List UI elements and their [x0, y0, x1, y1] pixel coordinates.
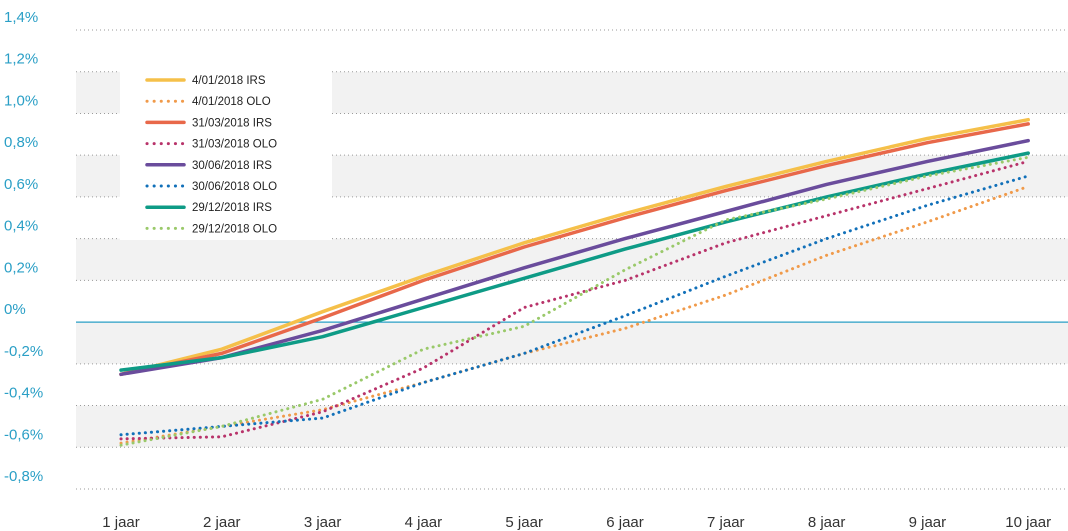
- x-tick-label: 2 jaar: [203, 514, 241, 531]
- legend-label: 4/01/2018 OLO: [192, 96, 271, 108]
- legend-label: 31/03/2018 IRS: [192, 117, 272, 129]
- legend-label: 29/12/2018 OLO: [192, 223, 277, 235]
- y-tick-label: 0,6%: [4, 176, 38, 193]
- gridlines: [76, 29, 1068, 490]
- x-tick-label: 10 jaar: [1005, 514, 1051, 531]
- series-line: [119, 122, 1030, 377]
- legend-label: 29/12/2018 IRS: [192, 202, 272, 214]
- y-tick-label: 0,4%: [4, 218, 38, 235]
- y-tick-label: -0,2%: [4, 343, 43, 360]
- x-tick-label: 9 jaar: [909, 514, 947, 531]
- legend-label: 4/01/2018 IRS: [192, 75, 266, 87]
- y-tick-label: 0,8%: [4, 134, 38, 151]
- series-line: [119, 155, 1030, 447]
- series-line: [119, 185, 1030, 445]
- series-line: [119, 117, 1030, 377]
- y-tick-label: 1,4%: [4, 9, 38, 26]
- y-tick-label: -0,6%: [4, 426, 43, 443]
- y-tick-label: -0,4%: [4, 385, 43, 402]
- y-tick-label: -0,8%: [4, 468, 43, 485]
- series-line: [119, 159, 1030, 441]
- legend: 4/01/2018 IRS 4/01/2018 OLO 31/03/2018 IRS…: [120, 56, 332, 240]
- series-line: [119, 138, 1030, 377]
- y-tick-label: 0,2%: [4, 259, 38, 276]
- x-tick-label: 3 jaar: [304, 514, 342, 531]
- legend-label: 30/06/2018 OLO: [192, 181, 277, 193]
- y-tick-label: 1,0%: [4, 92, 38, 109]
- series-lines: [119, 117, 1030, 447]
- y-tick-label: 1,2%: [4, 51, 38, 68]
- x-tick-label: 5 jaar: [505, 514, 543, 531]
- x-tick-label: 6 jaar: [606, 514, 644, 531]
- y-axis-ticks: 1,4% 1,2% 1,0% 0,8% 0,6% 0,4% 0,2% 0% -0,2% -0,4%…: [4, 9, 43, 485]
- x-tick-label: 4 jaar: [405, 514, 443, 531]
- legend-box: [120, 56, 332, 240]
- series-line: [119, 174, 1030, 437]
- background-bands: [76, 71, 1068, 448]
- x-axis-ticks: 1 jaar 2 jaar 3 jaar 4 jaar 5 jaar 6 jaar 7 ja…: [102, 514, 1051, 531]
- grid-band: [76, 238, 1068, 281]
- legend-label: 30/06/2018 IRS: [192, 160, 272, 172]
- x-tick-label: 7 jaar: [707, 514, 745, 531]
- x-tick-label: 1 jaar: [102, 514, 140, 531]
- legend-label: 31/03/2018 OLO: [192, 139, 277, 151]
- y-tick-label: 0%: [4, 301, 26, 318]
- series-line: [119, 151, 1030, 372]
- grid-band: [76, 405, 1068, 448]
- x-tick-label: 8 jaar: [808, 514, 846, 531]
